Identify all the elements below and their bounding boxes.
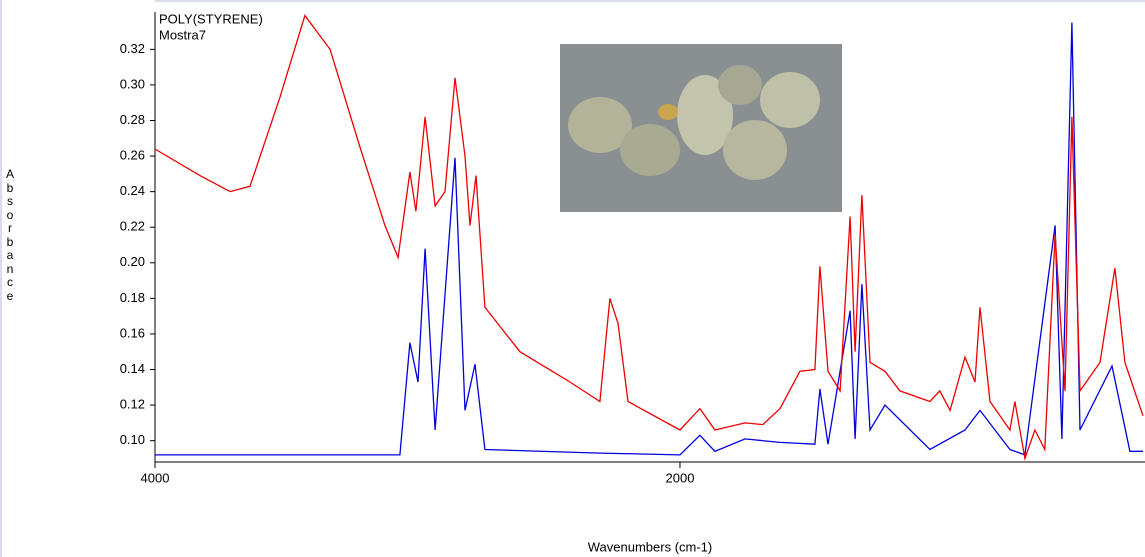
y-tick-label: 0.26 [120,148,145,163]
inset-photo [560,44,842,212]
y-tick-label: 0.24 [120,183,145,198]
legend-label: Mostra7 [159,27,206,42]
y-tick-label: 0.20 [120,254,145,269]
x-tick-label: 4000 [141,470,170,485]
x-axis-title: Wavenumbers (cm-1) [588,539,712,554]
y-tick-label: 0.18 [120,290,145,305]
y-tick-label: 0.12 [120,397,145,412]
y-tick-label: 0.28 [120,112,145,127]
y-tick-label: 0.30 [120,76,145,91]
y-tick-label: 0.14 [120,361,145,376]
y-axis-title: Absorbance [6,168,14,303]
y-tick-label: 0.10 [120,432,145,447]
y-tick-label: 0.32 [120,41,145,56]
chart: Wavenumbers (cm-1) 0.10 0.12 0.14 0.16 0.18 0… [0,0,1145,557]
page: Wavenumbers (cm-1) 0.10 0.12 0.14 0.16 0.18 0… [0,0,1145,557]
x-tick-label: 2000 [666,470,695,485]
legend-label: POLY(STYRENE) [159,11,263,26]
y-tick-label: 0.16 [120,325,145,340]
y-tick-label: 0.22 [120,219,145,234]
